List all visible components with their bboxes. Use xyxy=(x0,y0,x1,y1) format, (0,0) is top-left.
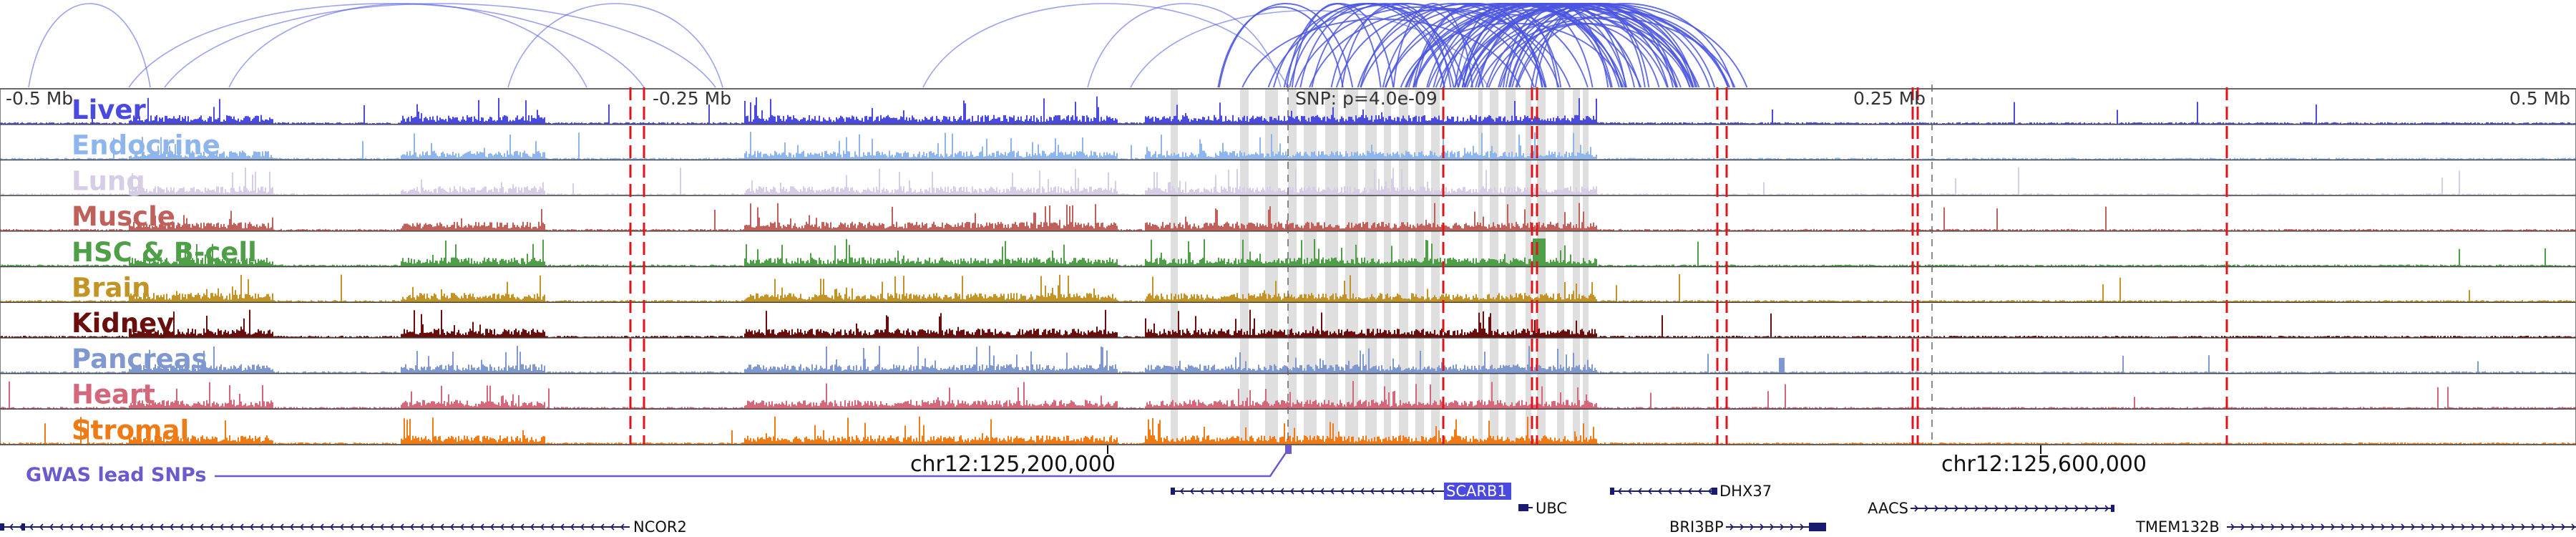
gene-bri3bp[interactable]: BRI3BP xyxy=(1669,518,1826,536)
loop-arc xyxy=(1309,9,1571,88)
loop-arc xyxy=(228,3,587,88)
track-signal xyxy=(0,238,2576,267)
loop-arc xyxy=(1241,18,1521,88)
track-signal xyxy=(0,381,2576,410)
track-label: Heart xyxy=(72,379,155,410)
track-label: Pancreas xyxy=(72,344,208,374)
track-signal xyxy=(0,96,2576,125)
track-label: Liver xyxy=(72,95,146,125)
ruler-right-label: 0.5 Mb xyxy=(2509,88,2570,109)
gene-track: SCARB1 UBC DHX37 NCOR2 BRI3BP xyxy=(0,483,2576,536)
loop-arc xyxy=(1534,3,1646,88)
loop-arc xyxy=(1341,3,1452,88)
loop-arc xyxy=(1294,6,1546,88)
track-label: Kidney xyxy=(72,308,174,339)
gwas-snp-marker[interactable] xyxy=(1285,445,1292,454)
gene-aacs[interactable]: AACS xyxy=(1868,500,2114,517)
track-signal xyxy=(0,309,2576,338)
loop-arc xyxy=(1291,3,1382,88)
loop-arc xyxy=(1511,3,1697,88)
track-label: Stromal xyxy=(72,415,189,445)
loop-arc xyxy=(1087,3,1282,88)
snp-pvalue-label: SNP: p=4.0e-09 xyxy=(1295,88,1438,109)
track-label: Lung xyxy=(72,165,145,196)
track-signal xyxy=(0,203,2576,231)
loop-arc xyxy=(128,3,645,88)
loop-arc xyxy=(507,3,723,88)
gene-ubc-label: UBC xyxy=(1536,500,1567,517)
coordinate-axis: chr12:125,200,000 chr12:125,600,000 xyxy=(910,445,2147,477)
gene-tmem132b-label: TMEM132B xyxy=(2135,518,2220,536)
loop-arc xyxy=(1330,3,1484,88)
gene-ncor2-label: NCOR2 xyxy=(633,518,687,536)
loop-arc xyxy=(1311,3,1459,88)
track-label: Muscle xyxy=(72,201,175,232)
loop-arc xyxy=(922,3,1289,88)
track-label: Brain xyxy=(72,273,150,304)
gene-aacs-label: AACS xyxy=(1868,500,1908,517)
ruler: -0.5 Mb -0.25 Mb SNP: p=4.0e-09 0.25 Mb … xyxy=(6,88,2570,109)
gene-dhx37[interactable]: DHX37 xyxy=(1610,483,1772,500)
loop-arc xyxy=(1426,3,1623,88)
gene-scarb1-label: SCARB1 xyxy=(1446,483,1507,500)
gene-dhx37-label: DHX37 xyxy=(1719,483,1772,500)
coord-right: chr12:125,600,000 xyxy=(1941,452,2147,477)
gene-scarb1-highlight xyxy=(1444,483,1511,500)
track-label: HSC & B-cell xyxy=(72,237,257,268)
gene-ubc[interactable]: UBC xyxy=(1518,500,1567,517)
gene-ncor2[interactable]: NCOR2 xyxy=(0,518,687,536)
gwas-label: GWAS lead SNPs xyxy=(26,464,206,486)
marker-lines xyxy=(629,84,2228,445)
loop-arc xyxy=(1515,3,1735,88)
loop-arcs xyxy=(28,3,1748,88)
loop-arc xyxy=(1218,3,1354,88)
loop-arc xyxy=(1385,3,1626,88)
track-signal xyxy=(0,132,2576,160)
gene-tmem132b[interactable]: TMEM132B xyxy=(2135,518,2576,536)
ruler-mid-left-label: -0.25 Mb xyxy=(653,88,731,109)
track-signal xyxy=(0,346,2576,374)
coord-left: chr12:125,200,000 xyxy=(910,452,1116,477)
gwas-connector xyxy=(215,449,1289,478)
loop-arc xyxy=(28,3,151,88)
track-label: Endocrine xyxy=(72,130,220,161)
loop-arc xyxy=(1516,11,1729,88)
loop-arc xyxy=(1488,23,1691,88)
loop-arc xyxy=(1217,6,1344,88)
gene-scarb1[interactable]: SCARB1 xyxy=(1171,483,1511,500)
loop-arc xyxy=(1466,8,1729,88)
loop-arc xyxy=(1413,3,1700,88)
gene-bri3bp-label: BRI3BP xyxy=(1669,518,1724,536)
ruler-mid-right-label: 0.25 Mb xyxy=(1853,88,1926,109)
ruler-left-label: -0.5 Mb xyxy=(6,88,73,109)
loop-arc xyxy=(1392,3,1473,88)
loop-arc xyxy=(164,3,716,88)
track-labels: Liver Endocrine Lung Muscle HSC & B-cell Brai… xyxy=(72,95,257,445)
gwas-lead-snps: GWAS lead SNPs xyxy=(26,445,1292,486)
